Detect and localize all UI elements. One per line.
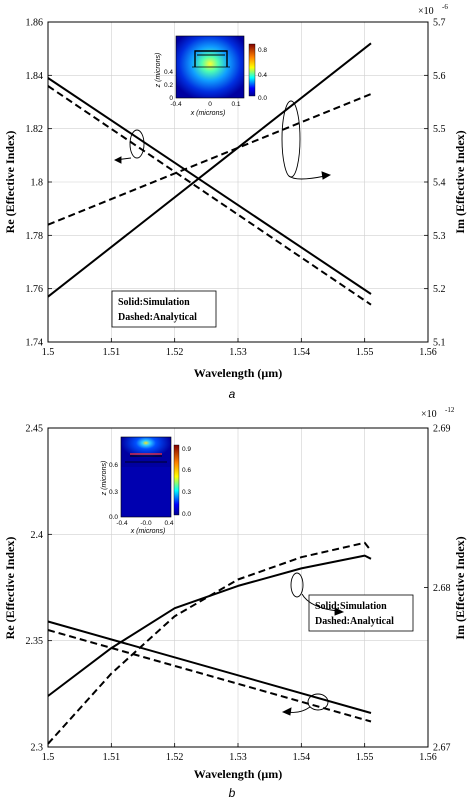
panel-b-inset: 0.9 0.6 0.3 0.0 0.6 0.3 0.0 -0.4 -0.0 0.…	[101, 436, 191, 535]
panel-b-ytick-label: 2.45	[26, 424, 44, 435]
panel-b-y2label: Im (Effective Index)	[453, 536, 467, 639]
panel-b-xtick-label: 1.56	[419, 752, 437, 763]
panel-b-legend-dashed: Dashed:Analytical	[315, 616, 394, 627]
panel-a-inset-cbar-mid: 0.4	[258, 72, 267, 79]
panel-b-inset-ytick-0: 0.6	[109, 462, 118, 469]
panel-b-xlabel: Wavelength (μm)	[194, 767, 282, 781]
panel-b-xtick-label: 1.53	[229, 752, 247, 763]
panel-b-y2tick-label: 2.68	[433, 583, 451, 594]
panel-b-legend: Solid:Simulation Dashed:Analytical	[308, 594, 414, 632]
panel-a-caption: a	[229, 387, 236, 401]
panel-a-xtick-label: 1.52	[166, 347, 184, 358]
panel-b-xtick-label: 1.52	[166, 752, 184, 763]
panel-b-inset-ytick-2: 0.0	[109, 514, 118, 521]
panel-a-y2tick-label: 5.4	[433, 178, 446, 189]
panel-b-inset-cbar-3: 0.0	[182, 511, 191, 518]
panel-b-ytick-label: 2.3	[31, 743, 44, 754]
panel-b-ticks: 1.5 1.51 1.52 1.53 1.54 1.55 1.56 2.3 2.35 2.4 2.4…	[26, 424, 451, 764]
panel-b-series-right-solid-line	[47, 554, 372, 697]
panel-b-ylabel: Re (Effective Index)	[3, 537, 17, 640]
panel-a-ytick-label: 1.84	[26, 71, 44, 82]
panel-b-y2-exponent: ×10	[421, 409, 437, 420]
panel-b-inset-cbar-0: 0.9	[182, 446, 191, 453]
panel-a-ytick-label: 1.86	[26, 18, 44, 29]
panel-a-inset-ytick-top: 0.4	[164, 69, 173, 76]
panel-a-left-axis-indicator	[113, 129, 145, 164]
panel-b-xtick-label: 1.55	[356, 752, 374, 763]
panel-a-legend: Solid:Simulation Dashed:Analytical	[111, 290, 217, 328]
panel-a-inset-cbar-low: 0.0	[258, 95, 267, 102]
panel-b-chart: 1.5 1.51 1.52 1.53 1.54 1.55 1.56 2.3 2.35 2.4 2.4…	[3, 406, 467, 800]
panel-a-inset-ylabel: z (microns)	[155, 53, 162, 89]
panel-a-y2tick-label: 5.6	[433, 71, 446, 82]
panel-a-y2tick-label: 5.3	[433, 231, 446, 242]
panel-a-chart: 1.5 1.51 1.52 1.53 1.54 1.55 1.56 1.74 1.76 1.78 1…	[3, 3, 467, 401]
panel-a-ticks: 1.5 1.51 1.52 1.53 1.54 1.55 1.56 1.74 1.76 1.78 1…	[26, 18, 446, 359]
panel-a-inset-ytick-low: 0	[169, 95, 173, 102]
panel-a-y2label: Im (Effective Index)	[453, 130, 467, 233]
panel-b-series-right-dashed-line	[47, 541, 372, 745]
panel-a-series-right-dashed-line	[47, 93, 372, 226]
panel-a-inset-xtick-2: 0.1	[231, 101, 240, 108]
panel-b-series-left-dashed-line	[47, 629, 372, 723]
panel-a-ytick-label: 1.78	[26, 231, 44, 242]
panel-a-series	[47, 42, 372, 306]
panel-a-inset: 0.8 0.4 0.0 0.4 0.2 0 -0.4 0 0.1 x (micr…	[155, 35, 267, 117]
panel-b-ytick-label: 2.35	[26, 636, 44, 647]
panel-a-series-left-solid-line	[47, 77, 372, 295]
panel-b-inset-ylabel: z (microns)	[101, 461, 108, 497]
panel-a-ylabel: Re (Effective Index)	[3, 131, 17, 234]
panel-b-y2-exponent-power: -12	[445, 406, 455, 414]
panel-a-series-right-solid-line	[47, 42, 372, 298]
panel-a-y2tick-label: 5.7	[433, 18, 446, 29]
panel-a-y2-exponent: ×10	[418, 6, 434, 17]
panel-a-inset-xtick-1: 0	[208, 101, 212, 108]
panel-b-left-axis-indicator	[281, 693, 329, 716]
panel-a-xtick-label: 1.54	[293, 347, 311, 358]
panel-b-xtick-label: 1.54	[293, 752, 311, 763]
panel-b-inset-xtick-0: -0.4	[116, 520, 128, 527]
panel-a-xtick-label: 1.55	[356, 347, 374, 358]
panel-b-y2tick-label: 2.67	[433, 743, 451, 754]
panel-b-series-left-solid-line	[47, 620, 372, 714]
panel-b-inset-xlabel: x (microns)	[130, 528, 166, 535]
panel-b-legend-solid: Solid:Simulation	[315, 601, 387, 612]
panel-a-ytick-label: 1.8	[31, 178, 44, 189]
panel-a-y2tick-label: 5.1	[433, 338, 446, 349]
panel-a-xtick-label: 1.53	[229, 347, 247, 358]
panel-a-ytick-label: 1.82	[26, 124, 44, 135]
panel-a-xtick-label: 1.5	[42, 347, 55, 358]
panel-a-xtick-label: 1.51	[103, 347, 121, 358]
panel-a-legend-solid: Solid:Simulation	[118, 297, 190, 308]
panel-a-inset-xtick-0: -0.4	[170, 101, 182, 108]
panel-a-y2tick-label: 5.2	[433, 284, 446, 295]
panel-a-inset-ytick-mid: 0.2	[164, 82, 173, 89]
panel-a-y2tick-label: 5.5	[433, 124, 446, 135]
panel-a-ytick-label: 1.76	[26, 284, 44, 295]
panel-a-legend-dashed: Dashed:Analytical	[118, 312, 197, 323]
panel-b-right-axis-indicator	[290, 572, 345, 616]
panel-b-inset-ytick-1: 0.3	[109, 489, 118, 496]
panel-b-caption: b	[229, 786, 236, 800]
panel-a-xlabel: Wavelength (μm)	[194, 366, 282, 380]
panel-b-series	[47, 541, 372, 745]
panel-a-xtick-label: 1.56	[419, 347, 437, 358]
panel-b-inset-cbar-2: 0.3	[182, 489, 191, 496]
panel-b-inset-xtick-1: -0.0	[140, 520, 152, 527]
panel-a-series-left-dashed-line	[47, 85, 372, 306]
panel-b-xtick-label: 1.5	[42, 752, 55, 763]
panel-b-xtick-label: 1.51	[103, 752, 121, 763]
panel-a-ytick-label: 1.74	[26, 338, 44, 349]
panel-b-inset-xtick-2: 0.4	[164, 520, 173, 527]
panel-b-y2tick-label: 2.69	[433, 424, 451, 435]
panel-a-inset-cbar-top: 0.8	[258, 47, 267, 54]
panel-a-inset-xlabel: x (microns)	[190, 110, 226, 117]
panel-b-inset-cbar-1: 0.6	[182, 467, 191, 474]
panel-a-y2-exponent-power: -6	[442, 3, 448, 11]
panel-a-right-axis-indicator	[281, 100, 332, 180]
panel-b-ytick-label: 2.4	[31, 530, 44, 541]
